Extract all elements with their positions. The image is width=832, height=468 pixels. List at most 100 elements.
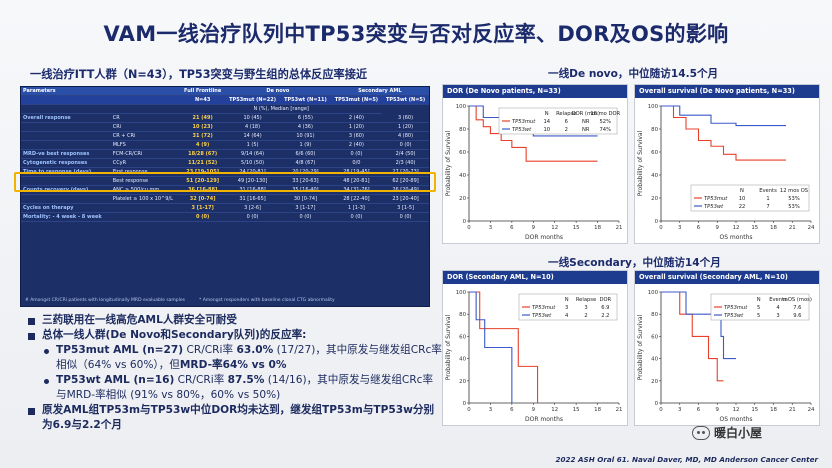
table-header-row: Parameters Full Frontline De novo Secondary… <box>21 87 429 96</box>
table-cell: 0 (0) <box>330 212 383 222</box>
table-row-label: MLFS <box>110 140 181 150</box>
x-tick-label: 12 <box>551 225 558 231</box>
table-cell: 0 (0) <box>382 140 429 150</box>
table-header-cell: Parameters <box>21 87 111 96</box>
x-tick-label: 0 <box>467 225 471 231</box>
panel-dor-denovo: DOR (De Novo patients, N=33) 0 20 40 60 80 10… <box>442 84 628 244</box>
table-section-label: Cytogenetic responses <box>21 158 111 168</box>
bullet-main: 三药联用在一线高危AML人群安全可耐受 <box>22 313 442 328</box>
table-cell: 28 [22-40] <box>330 194 383 204</box>
y-tick-label: 60 <box>651 150 658 156</box>
legend-series-name: TP53wt <box>704 204 724 210</box>
legend-value: 4 <box>565 313 569 319</box>
table-cell: 1 (20) <box>330 122 383 132</box>
legend-value: 3 <box>565 305 568 311</box>
table-header-cell: De novo <box>225 87 331 96</box>
table-unit-label: N (%), Median [range] <box>180 104 383 114</box>
x-tick-label: 0 <box>659 407 663 413</box>
table-cell: 3 (60) <box>330 131 383 141</box>
table-cell: 0 (0) <box>330 149 383 159</box>
legend-value: 5 <box>757 305 760 311</box>
x-tick-label: 6 <box>510 225 514 231</box>
y-tick-label: 100 <box>648 104 659 110</box>
table-subheader-cell: TP53mut (N=5) <box>330 95 383 105</box>
table-cell: 62 [20-89] <box>382 176 429 186</box>
legend-value: 2 <box>565 127 568 133</box>
table-row-label: FCM-CR/CRi <box>110 149 181 159</box>
citation: 2022 ASH Oral 61. Naval Daver, MD, MD An… <box>555 455 818 464</box>
y-tick-label: 40 <box>651 173 658 179</box>
y-tick-label: 60 <box>651 334 658 340</box>
x-tick-label: 18 <box>594 407 601 413</box>
table-section-label: MRD-ve best responses <box>21 149 111 159</box>
legend-series-name: TP53mut <box>704 196 728 202</box>
table-cell: 1 [1-3] <box>330 203 383 213</box>
bullet-list: 三药联用在一线高危AML人群安全可耐受 总体一线人群(De Novo和Second… <box>22 313 442 433</box>
legend-series-name: TP53mut <box>724 305 748 311</box>
legend-value: 10 <box>543 127 550 133</box>
legend-value: 53% <box>788 196 800 202</box>
table-cell: 4 (9) <box>180 140 225 150</box>
left-subtitle: 一线治疗ITT人群（N=43），TP53突变与野生组的总体反应率接近 <box>30 68 368 81</box>
table-row: Overall response CR 21 (49) 10 (45) 6 (55) 2 … <box>21 113 429 123</box>
table-cell: 31 (72) <box>180 131 225 141</box>
legend-value: 1 <box>766 196 769 202</box>
y-tick-label: 40 <box>651 357 658 363</box>
x-tick-label: 18 <box>594 225 601 231</box>
legend-header: N <box>545 111 549 117</box>
km-curve-tp53wt <box>661 291 736 360</box>
y-tick-label: 80 <box>651 312 658 318</box>
x-tick-label: 18 <box>770 225 777 231</box>
bullet-sub: TP53wt AML (n=16) CR/CRi率 87.5% (14/16)，… <box>22 373 442 403</box>
y-axis-label: Probability of Survival <box>637 130 644 196</box>
legend-value: 9.6 <box>793 313 801 319</box>
legend-value: 7 <box>766 204 769 210</box>
table-subheader-cell: N=43 <box>180 95 225 105</box>
table-section-label <box>21 131 111 141</box>
legend-series-name: TP53wt <box>724 313 744 319</box>
table-row-label: CR + CRi <box>110 131 181 141</box>
table-row-label <box>110 203 181 213</box>
table-cell: 3 [1-17] <box>280 203 331 213</box>
x-tick-label: 15 <box>573 407 580 413</box>
x-tick-label: 12 <box>551 407 558 413</box>
y-tick-label: 40 <box>459 173 466 179</box>
km-chart-os-secondary: 0 20 40 60 80 100 0 3 6 9 12 15 18 21 24 OS months Proba… <box>637 290 815 423</box>
x-tick-label: 9 <box>716 407 720 413</box>
y-axis-label: Probability of Survival <box>445 130 452 196</box>
table-cell: 4 (36) <box>280 122 331 132</box>
km-curve-tp53wt <box>469 291 513 403</box>
panel-os-secondary: Overall survival (Secondary AML, N=10) 0… <box>634 270 820 426</box>
legend-header: mOS (mos) <box>783 297 812 303</box>
table-footnote: # Amongst CR/CRi patients with longitudi… <box>25 298 186 303</box>
y-tick-label: 0 <box>655 401 659 407</box>
y-axis-label: Probability of Survival <box>445 314 452 380</box>
legend-box <box>498 107 618 135</box>
legend-header: Events <box>769 297 787 303</box>
table-subheader-cell: TP53mut (N=22) <box>225 95 281 105</box>
table-cell: 10 (45) <box>225 113 281 123</box>
x-tick-label: 0 <box>659 225 663 231</box>
panel-os-denovo: Overall survival (De Novo patients, N=33… <box>634 84 820 244</box>
x-tick-label: 18 <box>770 407 777 413</box>
table-row: CR + CRi 31 (72) 14 (64) 10 (91) 3 (60) 4 (80… <box>21 131 429 141</box>
table-cell: 11/21 (52) <box>180 158 225 168</box>
table-cell: 10 (91) <box>280 131 331 141</box>
legend-value: 4 <box>776 305 780 311</box>
x-tick-label: 3 <box>678 225 681 231</box>
table-row: CRi 10 (23) 4 (18) 4 (36) 1 (20) 1 (20) <box>21 122 429 132</box>
table-cell: 51 [20-129] <box>180 176 225 186</box>
table-cell: 0 (0) <box>225 212 281 222</box>
km-curve-tp53mut <box>661 105 786 161</box>
y-tick-label: 20 <box>459 379 466 385</box>
y-tick-label: 20 <box>459 196 466 202</box>
table-row: Mortality: - 4 week - 8 week 0 (0) 0 (0) 0 … <box>21 212 429 222</box>
km-curve-tp53wt <box>661 105 786 127</box>
table-header-cell: Full Frontline <box>180 87 225 96</box>
x-tick-label: 24 <box>808 225 815 231</box>
slide-title: VAM一线治疗队列中TP53突变与否对反应率、DOR及OS的影响 <box>103 22 729 46</box>
table-row: MRD-ve best responses FCM-CR/CRi 18/28 (67… <box>21 149 429 159</box>
y-tick-label: 60 <box>459 150 466 156</box>
table-row-label: CRi <box>110 122 181 132</box>
x-axis-label: OS months <box>719 416 752 423</box>
